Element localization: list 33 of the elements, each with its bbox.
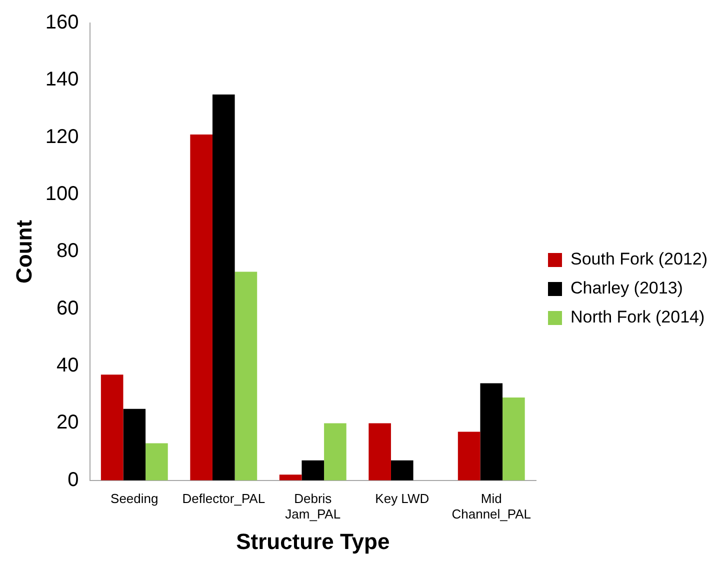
y-tick-label: 60 (56, 297, 79, 320)
bar (123, 408, 146, 480)
bar (212, 94, 235, 480)
bar (279, 474, 302, 480)
bar (234, 272, 258, 480)
y-tick-label: 20 (56, 412, 79, 434)
bar (458, 432, 480, 480)
x-tick-label: Key LWD (375, 490, 430, 506)
y-tick-label: 0 (68, 468, 79, 491)
x-tick-label: Debris Jam_PAL (285, 490, 341, 522)
x-axis-title: Structure Type (236, 528, 390, 554)
legend-label: North Fork (2014) (570, 308, 705, 327)
y-tick-label: 120 (45, 126, 79, 148)
bar (480, 383, 503, 480)
y-tick-label: 80 (56, 240, 79, 262)
y-tick-label: 100 (45, 183, 79, 206)
x-tick-label: Seeding (110, 490, 158, 506)
x-tick-label: Mid Channel_PAL (452, 490, 532, 522)
legend-label: Charley (2013) (570, 278, 683, 298)
legend-label: South Fork (2012) (570, 250, 708, 269)
bar (324, 423, 346, 480)
bar (502, 397, 525, 480)
x-tick-label: Deflector_PAL (182, 490, 266, 506)
bar (368, 423, 391, 480)
y-tick-label: 140 (45, 68, 79, 91)
y-axis-title: Count (11, 219, 36, 284)
y-tick-label: 160 (45, 12, 79, 34)
bar (146, 443, 168, 480)
bar (100, 374, 124, 480)
bar (390, 460, 414, 480)
bar (302, 460, 324, 480)
bar (190, 134, 212, 480)
y-tick-label: 40 (56, 354, 79, 377)
